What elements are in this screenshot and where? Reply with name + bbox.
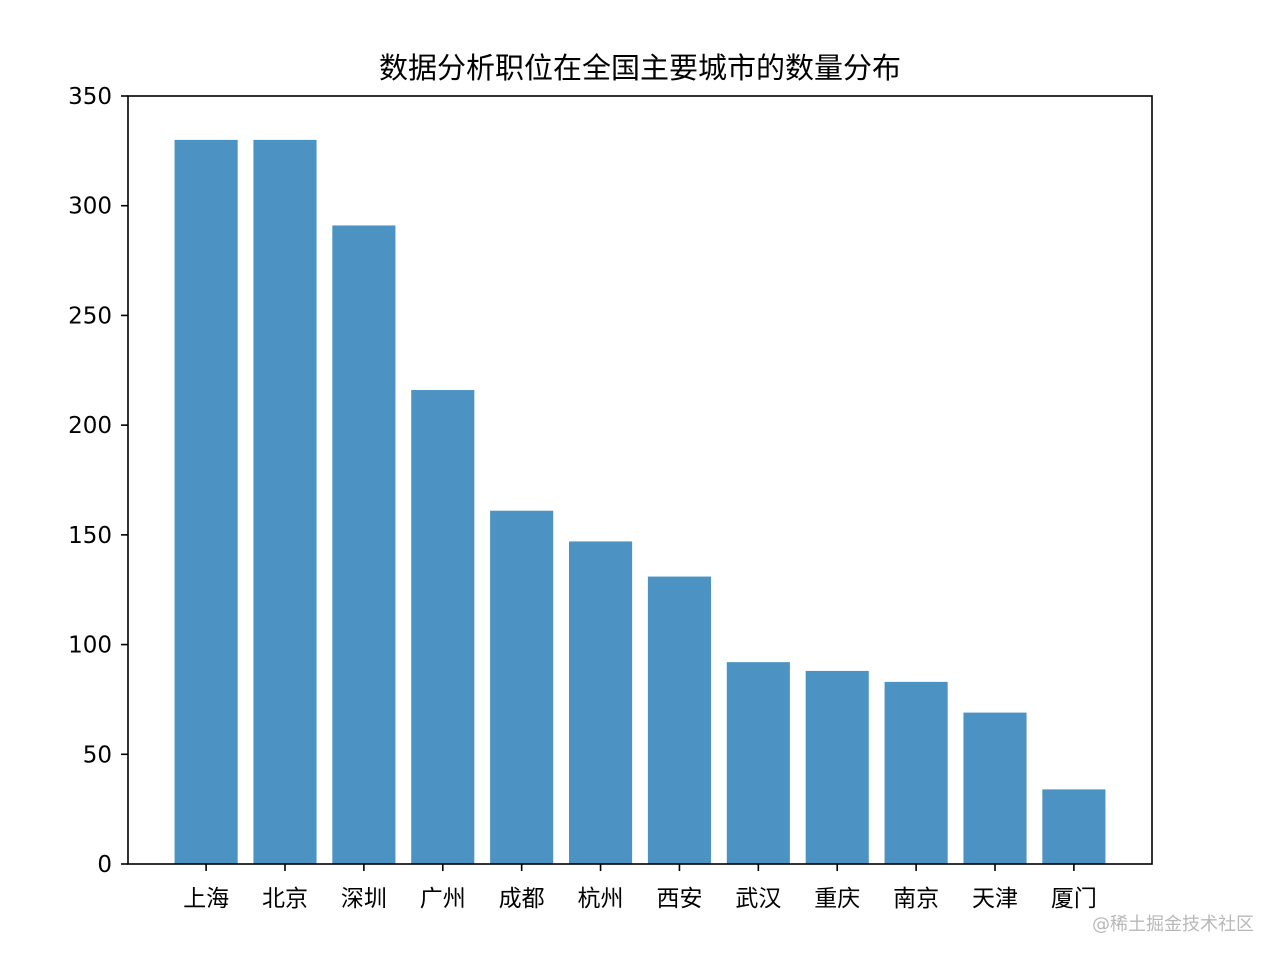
x-tick-label: 深圳 (341, 886, 387, 912)
y-axis: 0 50 100 150 200 250 300 350 (68, 84, 128, 878)
bar-9 (805, 670, 869, 864)
y-tick-label: 50 (83, 742, 112, 768)
y-tick-label: 100 (68, 633, 112, 659)
bar-7 (647, 576, 712, 864)
x-tick-label: 上海 (183, 886, 229, 912)
x-tick-label: 北京 (262, 886, 308, 912)
x-tick-label: 广州 (420, 886, 466, 912)
x-tick-label: 厦门 (1051, 886, 1097, 912)
y-tick-label: 350 (68, 84, 112, 110)
y-tick-label: 150 (68, 523, 112, 549)
bar-1 (174, 139, 238, 864)
x-tick-label: 西安 (656, 886, 702, 912)
x-tick-label: 成都 (499, 886, 545, 912)
bar-12 (1042, 789, 1106, 864)
bars-layer (174, 139, 1106, 864)
x-tick-label: 天津 (972, 886, 1018, 912)
bar-6 (568, 541, 633, 864)
bar-8 (726, 662, 790, 864)
watermark: @稀土掘金技术社区 (1092, 914, 1254, 935)
x-tick-label: 南京 (893, 886, 939, 912)
y-tick-label: 250 (68, 303, 112, 329)
plot-frame (127, 95, 1153, 865)
bar-2 (253, 139, 317, 864)
chart-title: 数据分析职位在全国主要城市的数量分布 (379, 51, 901, 85)
x-tick-label: 杭州 (578, 886, 624, 912)
y-tick-label: 0 (97, 852, 112, 878)
x-axis: 上海 北京 深圳 广州 成都 杭州 西安 武汉 重庆 南京 天津 厦门 (183, 864, 1097, 912)
x-tick-label: 武汉 (735, 886, 781, 912)
x-tick-label: 重庆 (814, 886, 860, 912)
bar-11 (963, 712, 1027, 864)
bar-3 (332, 225, 396, 864)
y-tick-label: 200 (68, 413, 112, 439)
bar-5 (490, 510, 554, 864)
bar-10 (884, 681, 948, 864)
y-tick-label: 300 (68, 194, 112, 220)
bar-4 (411, 390, 475, 864)
